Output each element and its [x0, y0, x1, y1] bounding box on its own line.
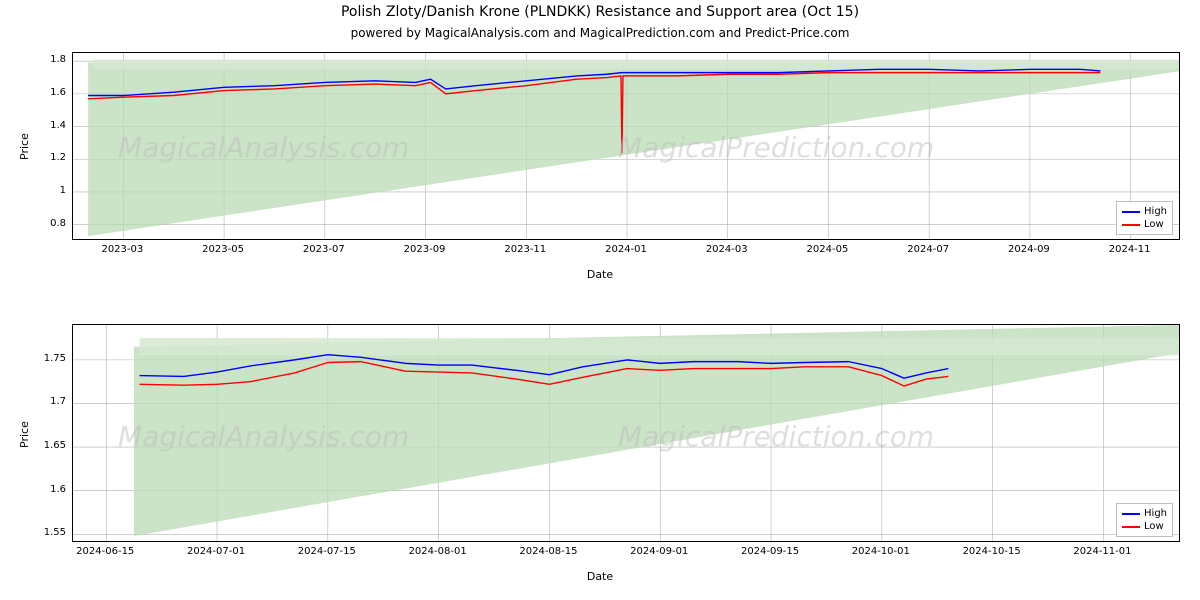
- chart-legend: High Low: [1116, 503, 1173, 537]
- legend-swatch: [1122, 526, 1140, 528]
- y-tick-label: 1.75: [30, 353, 66, 364]
- x-tick-label: 2024-09-15: [741, 546, 799, 557]
- x-tick-label: 2024-11-01: [1073, 546, 1131, 557]
- x-tick-label: 2024-08-15: [519, 546, 577, 557]
- x-axis-title: Date: [0, 570, 1200, 583]
- y-tick-label: 1.55: [30, 527, 66, 538]
- bottom-plot-area: MagicalAnalysis.com MagicalPrediction.co…: [72, 324, 1180, 542]
- y-tick-label: 1.7: [30, 396, 66, 407]
- x-tick-label: 2024-10-01: [852, 546, 910, 557]
- legend-item-high: High: [1122, 507, 1167, 520]
- x-tick-label: 2024-07-01: [187, 546, 245, 557]
- bottom-chart: MagicalAnalysis.com MagicalPrediction.co…: [0, 0, 1200, 600]
- x-tick-label: 2024-06-15: [76, 546, 134, 557]
- legend-label: Low: [1144, 521, 1164, 532]
- y-axis-title: Price: [18, 421, 31, 448]
- y-tick-label: 1.65: [30, 440, 66, 451]
- x-tick-label: 2024-07-15: [298, 546, 356, 557]
- y-tick-label: 1.6: [30, 484, 66, 495]
- x-tick-label: 2024-09-01: [630, 546, 688, 557]
- legend-swatch: [1122, 513, 1140, 515]
- x-tick-label: 2024-08-01: [409, 546, 467, 557]
- legend-item-low: Low: [1122, 520, 1167, 533]
- x-tick-label: 2024-10-15: [963, 546, 1021, 557]
- legend-label: High: [1144, 508, 1167, 519]
- bottom-chart-svg: [73, 325, 1180, 542]
